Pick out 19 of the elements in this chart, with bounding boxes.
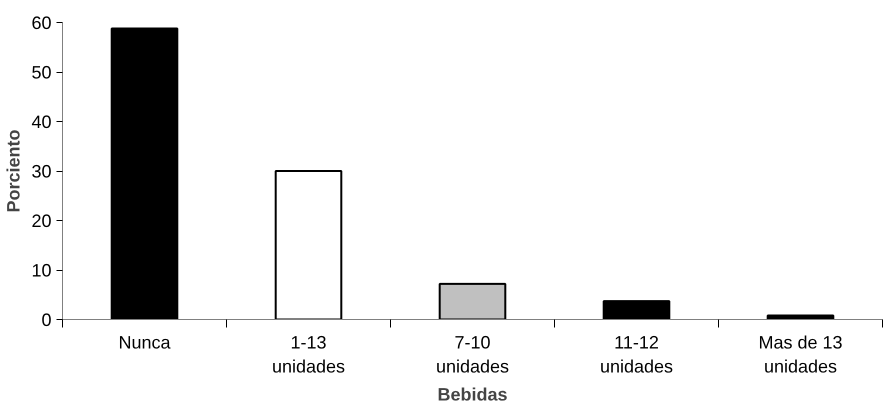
y-axis-title: Porciento [3, 129, 24, 213]
y-tick-label: 10 [31, 260, 52, 280]
bar [602, 300, 670, 320]
x-tick-label: 7-10 unidades [436, 332, 510, 376]
y-tick-label: 60 [31, 13, 52, 33]
y-tick-label: 20 [31, 211, 52, 231]
x-tick-label: Nunca [118, 332, 172, 352]
x-tick-label: 1-13 unidades [272, 332, 346, 376]
bar [110, 27, 178, 320]
y-tick-label: 40 [31, 112, 52, 132]
y-tick-label: 30 [31, 162, 52, 182]
y-tick-label: 0 [41, 310, 52, 330]
x-tick-label: 11-12 unidades [600, 332, 674, 376]
bar [438, 282, 506, 320]
bar [766, 314, 834, 320]
x-tick-label: Mas de 13 unidades [758, 332, 843, 376]
y-tick-label: 50 [31, 62, 52, 82]
x-axis-title: Bebidas [437, 384, 508, 404]
bar [274, 170, 342, 320]
